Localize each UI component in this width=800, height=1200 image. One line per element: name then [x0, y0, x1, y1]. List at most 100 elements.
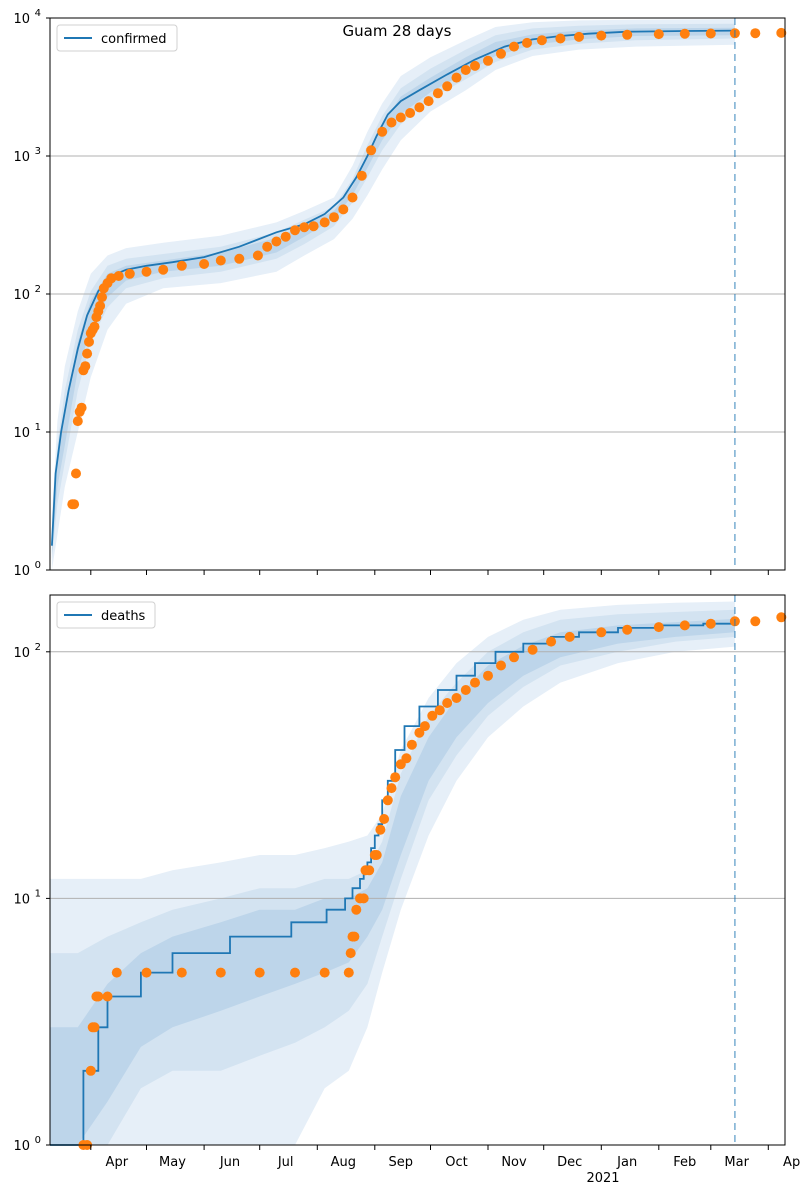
x-tick-label: Jul — [277, 1155, 294, 1170]
deaths-observed-point — [460, 685, 471, 695]
deaths-observed-point — [364, 865, 375, 876]
deaths-observed-point — [351, 904, 362, 915]
confirmed-observed-point — [442, 81, 453, 92]
confirmed-y-tick-exponent: 3 — [35, 146, 41, 157]
confirmed-observed-point — [496, 48, 506, 59]
deaths-ticks: 10 0 10 1 10 2 — [13, 642, 50, 1154]
confirmed-observed-point — [536, 35, 547, 46]
confirmed-observed-point — [215, 255, 226, 266]
x-tick-label: Apr — [783, 1155, 800, 1170]
deaths-observed-point — [546, 636, 557, 647]
deaths-observed-point — [705, 618, 716, 629]
deaths-observed-point — [345, 948, 356, 959]
x-tick-label: Feb — [673, 1155, 696, 1170]
confirmed-observed-point — [262, 241, 273, 252]
confirmed-bands — [51, 19, 735, 570]
x-tick-label: Jan — [616, 1155, 637, 1170]
deaths-observed-point — [93, 991, 104, 1002]
confirmed-gridlines — [50, 155, 785, 433]
deaths-y-tick-label: 10 — [13, 892, 30, 907]
confirmed-observed-point — [347, 192, 358, 203]
confirmed-observed-point — [522, 37, 532, 48]
confirmed-observed-point — [234, 253, 245, 264]
deaths-observed-point — [390, 772, 401, 783]
confirmed-observed-point — [414, 102, 425, 113]
confirmed-observed-point — [290, 225, 300, 236]
confirmed-observed-point — [89, 321, 100, 332]
deaths-observed-point — [102, 991, 113, 1002]
x-tick-label: Sep — [389, 1155, 414, 1170]
confirmed-observed-point — [329, 212, 339, 223]
confirmed-observed-point — [113, 271, 124, 281]
x-tick-label: Jun — [219, 1155, 240, 1170]
deaths-observed-point — [483, 670, 493, 681]
deaths-observed-point — [776, 612, 787, 623]
confirmed-band-mid — [51, 23, 735, 560]
confirmed-y-tick-label: 10 — [13, 12, 30, 27]
confirmed-observed-point — [71, 468, 81, 479]
confirmed-observed-point — [460, 65, 471, 75]
deaths-y-tick-exponent: 0 — [35, 1135, 41, 1146]
x-tick-label: Dec — [557, 1155, 582, 1170]
confirmed-observed-point — [395, 112, 406, 123]
confirmed-observed-point — [705, 28, 716, 39]
confirmed-y-tick-exponent: 0 — [35, 560, 41, 571]
confirmed-observed-point — [76, 402, 87, 413]
deaths-observed-point — [382, 795, 393, 806]
deaths-observed-point — [85, 1065, 96, 1076]
confirmed-panel: 10 0 10 1 10 2 10 3 10 4 Guam 28 days confirmed — [13, 8, 787, 579]
confirmed-observed-point — [338, 204, 349, 215]
confirmed-observed-point — [319, 217, 330, 228]
deaths-observed-point — [406, 739, 417, 750]
confirmed-legend-label: confirmed — [101, 32, 167, 47]
deaths-y-tick-label: 10 — [13, 1139, 30, 1154]
confirmed-y-tick-label: 10 — [13, 150, 30, 165]
confirmed-observed-point — [141, 266, 152, 277]
deaths-observed-point — [434, 705, 445, 716]
deaths-observed-point — [419, 721, 430, 732]
confirmed-observed-point — [82, 348, 93, 359]
deaths-observed-point — [564, 631, 575, 642]
deaths-legend: deaths — [56, 601, 156, 629]
confirmed-ticks: 10 0 10 1 10 2 10 3 10 4 — [13, 8, 50, 579]
confirmed-observed-point — [653, 29, 664, 40]
confirmed-observed-point — [386, 117, 397, 128]
confirmed-observed-point — [622, 29, 633, 40]
deaths-observed-point — [596, 627, 607, 638]
confirmed-observed-point — [124, 268, 135, 279]
deaths-observed-point — [414, 727, 425, 738]
confirmed-observed-point — [80, 361, 91, 372]
x-tick-label: Nov — [501, 1155, 527, 1170]
deaths-axes-frame — [49, 594, 786, 1146]
confirmed-y-tick-exponent: 1 — [35, 422, 41, 433]
deaths-data — [50, 595, 787, 1150]
confirmed-observed-point — [423, 96, 434, 107]
deaths-observed-point — [401, 753, 412, 764]
deaths-y-tick-exponent: 1 — [35, 888, 41, 899]
confirmed-observed-point — [776, 27, 787, 38]
deaths-observed-point — [750, 616, 761, 627]
confirmed-y-tick-label: 10 — [13, 426, 30, 441]
deaths-observed-point — [141, 967, 152, 978]
deaths-observed-point — [176, 967, 187, 978]
deaths-observed-point — [111, 967, 122, 978]
deaths-observed-point — [496, 660, 506, 671]
confirmed-observed-point — [69, 499, 80, 510]
deaths-observed-point — [509, 652, 519, 663]
confirmed-observed-point — [252, 250, 263, 261]
confirmed-observed-point — [271, 236, 282, 247]
confirmed-y-tick-label: 10 — [13, 288, 30, 303]
deaths-y-tick-label: 10 — [13, 646, 30, 661]
confirmed-observed-point — [432, 88, 443, 99]
deaths-observed-point — [319, 967, 330, 978]
chart-title: Guam 28 days — [343, 22, 452, 40]
confirmed-observed-point — [679, 28, 690, 39]
confirmed-legend-box — [56, 24, 178, 52]
x-tick-label: Mar — [724, 1155, 749, 1170]
deaths-observed-point — [215, 967, 226, 978]
deaths-observed-point — [470, 677, 480, 688]
deaths-observed-point — [343, 967, 354, 978]
confirmed-observed-point — [95, 300, 106, 311]
confirmed-observed-point — [308, 221, 319, 232]
